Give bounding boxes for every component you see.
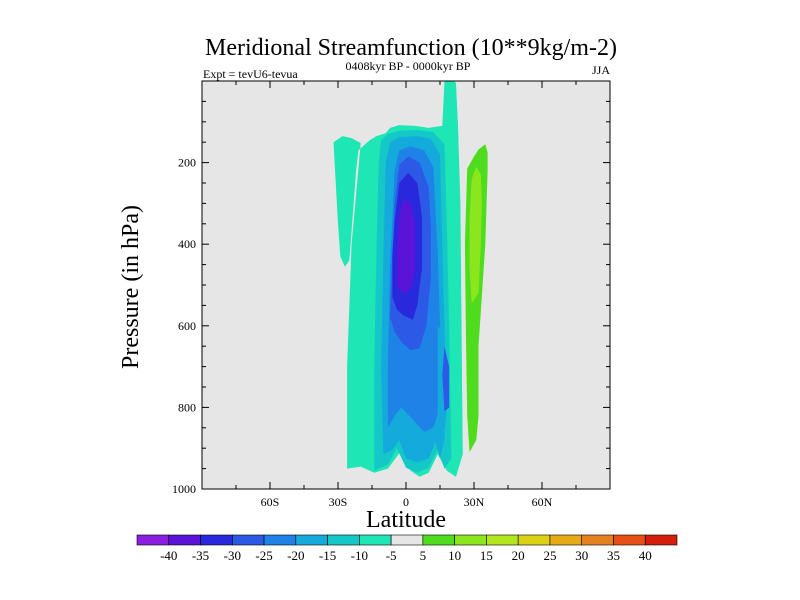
colorbar-label: -35 xyxy=(192,548,209,563)
colorbar-label: 40 xyxy=(639,548,652,563)
colorbar-label: -5 xyxy=(386,548,397,563)
chart-title: Meridional Streamfunction (10**9kg/m-2) xyxy=(205,35,617,61)
contour-layer xyxy=(333,81,488,477)
x-axis-label: Latitude xyxy=(366,507,446,533)
colorbar-swatch xyxy=(231,534,265,546)
contour-nh-cell-15 xyxy=(469,166,482,304)
x-tick-label: 60S xyxy=(261,495,280,509)
colorbar-swatch xyxy=(454,534,487,546)
colorbar-label: 25 xyxy=(543,548,556,563)
colorbar: -40 -35 -30 -25 -20 -15 -10 -5 5 10 15 20 25 30 35 40 xyxy=(136,534,678,563)
colorbar-swatch xyxy=(581,534,614,546)
plot-area: 60S 30S 0 30N 60N 200 400 600 800 1000 xyxy=(172,80,611,509)
colorbar-swatch xyxy=(422,534,455,546)
y-axis-label: Pressure (in hPa) xyxy=(118,205,144,369)
y-tick-label: 600 xyxy=(178,319,196,333)
colorbar-label: -10 xyxy=(351,548,368,563)
colorbar-label: -20 xyxy=(287,548,304,563)
colorbar-label: -15 xyxy=(319,548,336,563)
chart-subtitle: 0408kyr BP - 0000kyr BP xyxy=(346,59,471,73)
chart-left-label: Expt = tevU6-tevua xyxy=(203,67,298,81)
contour-cell-35 xyxy=(396,199,416,294)
colorbar-label: 20 xyxy=(512,548,525,563)
colorbar-swatch xyxy=(390,534,424,546)
y-tick-label: 200 xyxy=(178,156,196,170)
chart-right-label: JJA xyxy=(592,63,610,77)
colorbar-swatch xyxy=(613,534,646,546)
colorbar-swatch xyxy=(327,534,360,546)
colorbar-swatch xyxy=(644,534,678,546)
colorbar-label: 10 xyxy=(448,548,461,563)
colorbar-swatch xyxy=(549,534,583,546)
x-tick-label: 30S xyxy=(329,495,348,509)
x-tick-label: 0 xyxy=(403,495,409,509)
colorbar-swatch xyxy=(263,534,297,546)
x-tick-label: 60N xyxy=(532,495,553,509)
colorbar-label: -25 xyxy=(255,548,272,563)
contour-streak-25 xyxy=(442,346,450,412)
colorbar-swatch xyxy=(168,534,201,546)
colorbar-label: 30 xyxy=(575,548,588,563)
colorbar-swatch xyxy=(295,534,328,546)
colorbar-label: 15 xyxy=(480,548,493,563)
colorbar-swatch xyxy=(200,534,233,546)
y-tick-label: 400 xyxy=(178,237,196,251)
tick-layer: 60S 30S 0 30N 60N 200 400 600 800 1000 xyxy=(172,80,611,509)
colorbar-swatch xyxy=(136,534,170,546)
y-tick-label: 1000 xyxy=(172,482,196,496)
colorbar-swatch xyxy=(517,534,551,546)
x-tick-label: 30N xyxy=(464,495,485,509)
colorbar-swatch xyxy=(486,534,519,546)
colorbar-label: 35 xyxy=(607,548,620,563)
colorbar-swatch xyxy=(359,534,392,546)
colorbar-label: -30 xyxy=(224,548,241,563)
colorbar-label: -40 xyxy=(160,548,177,563)
y-tick-label: 800 xyxy=(178,400,196,414)
colorbar-label: 5 xyxy=(420,548,427,563)
